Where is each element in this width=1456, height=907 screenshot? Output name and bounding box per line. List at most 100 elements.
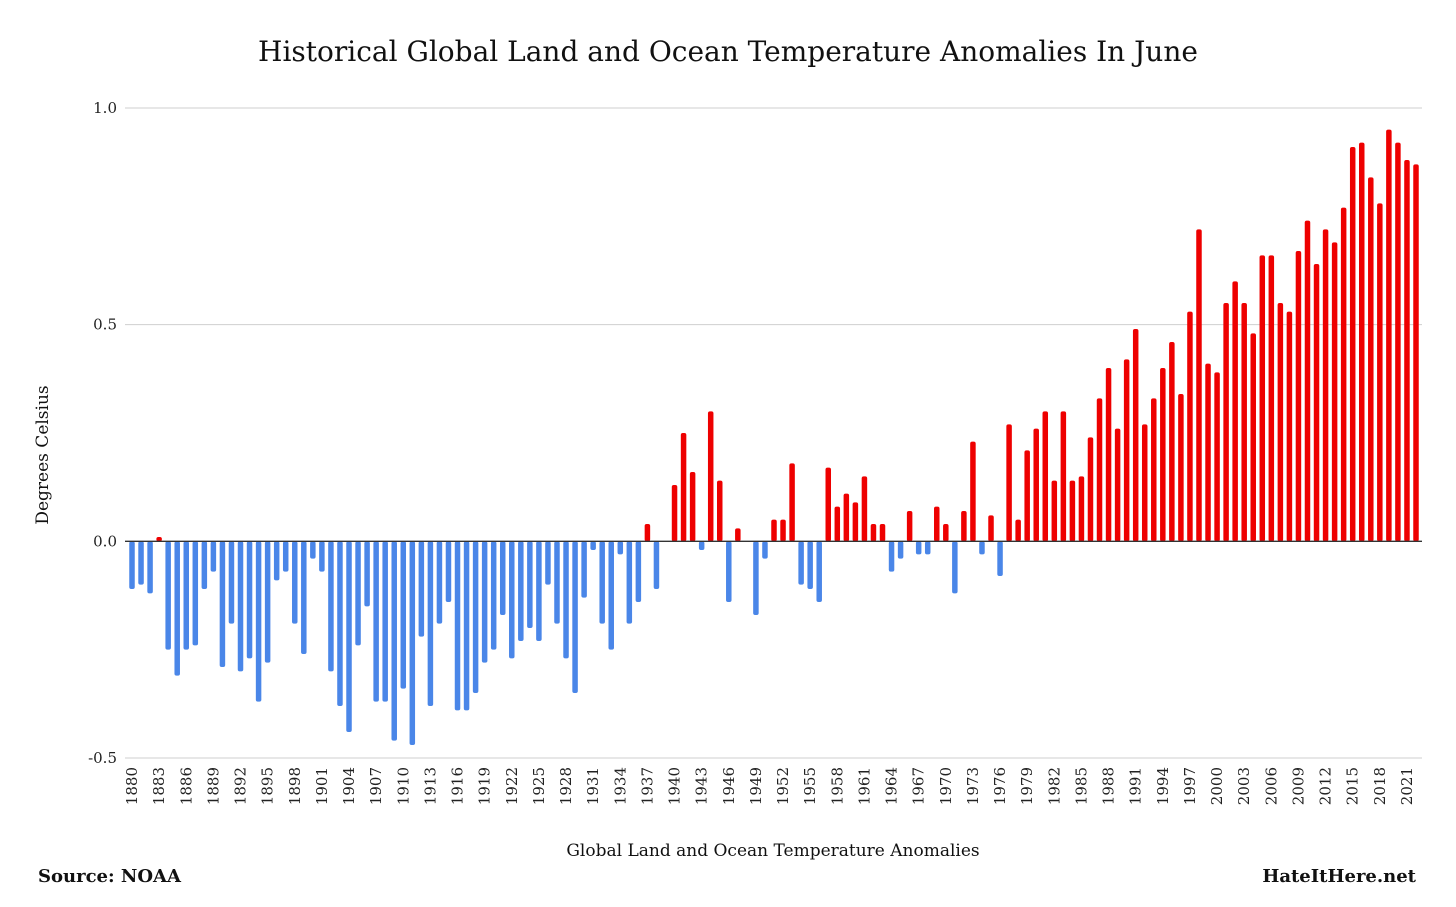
bar-1932 [599, 541, 605, 624]
bar-1922 [509, 541, 515, 659]
bar-1998 [1196, 229, 1202, 542]
bar-1951 [771, 519, 777, 542]
bar-1917 [463, 541, 470, 711]
x-tick-label: 1883 [150, 767, 168, 805]
bar-1907 [373, 541, 379, 702]
bar-1962 [870, 524, 877, 542]
x-tick-label: 1907 [367, 767, 385, 805]
bar-2020 [1395, 142, 1401, 542]
bar-1954 [798, 541, 804, 585]
bar-1977 [1006, 424, 1012, 542]
bar-1996 [1178, 394, 1184, 542]
bar-2004 [1250, 333, 1256, 542]
x-tick-label: 1961 [855, 767, 873, 805]
x-tick-label: 1985 [1072, 767, 1090, 805]
bar-1983 [1060, 411, 1067, 542]
bar-1993 [1151, 398, 1157, 542]
bar-1903 [337, 541, 343, 706]
y-tick-label: 0.0 [93, 532, 117, 550]
bar-1918 [472, 541, 479, 693]
bar-2013 [1331, 242, 1338, 542]
bar-1928 [563, 541, 569, 659]
y-tick-label: -0.5 [88, 749, 117, 767]
bar-1911 [409, 541, 416, 745]
bar-1916 [454, 541, 461, 711]
x-tick-label: 1880 [123, 767, 141, 805]
bar-1941 [680, 433, 687, 542]
bar-1940 [671, 485, 678, 542]
bar-1936 [635, 541, 642, 602]
bar-1958 [834, 506, 841, 542]
bar-1970 [943, 524, 949, 542]
x-tick-label: 1943 [693, 767, 711, 805]
bar-1896 [273, 541, 280, 581]
bar-1971 [952, 541, 958, 594]
bar-1986 [1087, 437, 1094, 542]
bar-1900 [310, 541, 316, 559]
x-tick-label: 1931 [584, 767, 602, 805]
y-axis-ticks: -0.5 0.0 0.5 1.0 [88, 99, 117, 767]
bar-1881 [138, 541, 144, 585]
bar-1982 [1051, 480, 1058, 542]
bar-2003 [1241, 303, 1247, 542]
x-tick-label: 1955 [801, 767, 819, 805]
x-tick-label: 1967 [910, 767, 928, 805]
bar-1991 [1132, 329, 1139, 542]
x-tick-label: 1916 [449, 767, 467, 805]
bar-1912 [418, 541, 425, 637]
bar-1910 [400, 541, 407, 689]
bar-1885 [174, 541, 180, 676]
bar-1890 [219, 541, 226, 667]
x-tick-label: 2021 [1398, 767, 1416, 805]
x-tick-label: 1988 [1100, 767, 1118, 805]
bar-1915 [445, 541, 452, 602]
bar-1992 [1141, 424, 1148, 542]
bar-1913 [427, 541, 434, 706]
bar-1898 [292, 541, 298, 624]
bar-2008 [1286, 311, 1293, 542]
x-tick-label: 1949 [747, 767, 765, 805]
bar-1893 [246, 541, 253, 659]
bar-1987 [1096, 398, 1103, 542]
bar-2018 [1377, 203, 1383, 542]
bar-1961 [861, 476, 868, 542]
bar-1914 [436, 541, 443, 624]
bar-1953 [789, 463, 795, 542]
bar-1880 [129, 541, 135, 589]
bar-1937 [644, 524, 651, 542]
bar-2009 [1295, 251, 1302, 542]
bar-1965 [897, 541, 904, 559]
bar-1882 [147, 541, 153, 594]
x-tick-label: 1889 [204, 767, 222, 805]
bar-1975 [988, 515, 994, 542]
bar-1906 [364, 541, 370, 607]
x-tick-label: 2000 [1208, 767, 1226, 805]
bar-2000 [1214, 372, 1220, 542]
bar-2006 [1268, 255, 1275, 542]
bar-2010 [1304, 220, 1311, 542]
bar-1943 [698, 541, 705, 550]
bar-1973 [970, 441, 976, 542]
bar-1957 [825, 467, 832, 542]
x-tick-label: 2012 [1317, 767, 1335, 805]
bar-1883 [156, 537, 162, 542]
bar-1894 [255, 541, 262, 702]
bar-1929 [572, 541, 578, 693]
bar-1926 [545, 541, 551, 585]
bar-1978 [1015, 519, 1021, 542]
x-tick-label: 1934 [611, 767, 629, 805]
x-tick-label: 2003 [1235, 767, 1253, 805]
x-tick-label: 1991 [1127, 767, 1145, 805]
bar-1923 [518, 541, 524, 641]
bar-1985 [1078, 476, 1085, 542]
bar-1901 [319, 541, 325, 572]
bar-2007 [1277, 303, 1284, 542]
y-tick-label: 0.5 [93, 316, 117, 334]
bar-1974 [979, 541, 985, 555]
bar-1955 [807, 541, 813, 589]
bar-1924 [527, 541, 533, 628]
bar-1981 [1042, 411, 1049, 542]
bar-1968 [924, 541, 931, 555]
x-tick-label: 2018 [1371, 767, 1389, 805]
bar-1925 [536, 541, 542, 641]
